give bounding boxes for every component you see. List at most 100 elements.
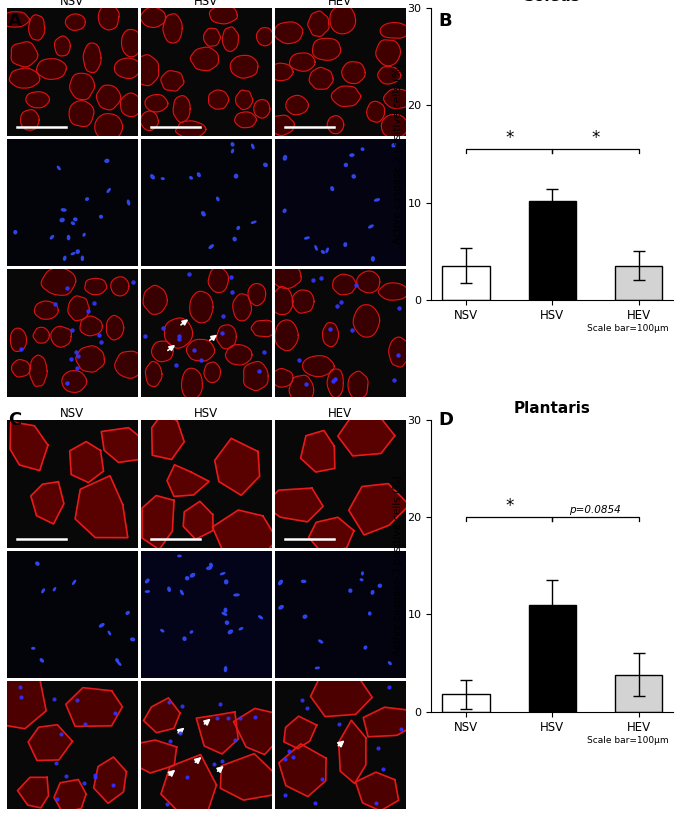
Polygon shape [35,301,58,319]
Polygon shape [327,116,343,134]
Text: C: C [8,411,21,429]
Polygon shape [54,779,86,813]
Polygon shape [75,475,128,538]
Ellipse shape [60,218,64,221]
Polygon shape [11,42,38,67]
Ellipse shape [202,212,205,216]
Title: HSV: HSV [194,407,218,420]
Polygon shape [10,328,27,351]
Polygon shape [183,502,214,539]
Polygon shape [28,725,73,761]
Ellipse shape [32,648,35,650]
Polygon shape [235,90,253,109]
Polygon shape [31,482,64,524]
Ellipse shape [234,594,239,596]
Polygon shape [254,100,270,118]
Ellipse shape [231,143,234,146]
Title: HEV: HEV [328,407,352,420]
Polygon shape [161,755,216,815]
Polygon shape [353,305,379,337]
Ellipse shape [225,621,228,624]
Polygon shape [289,375,313,404]
Ellipse shape [99,623,104,627]
Polygon shape [209,90,228,109]
Polygon shape [41,268,75,295]
Ellipse shape [349,589,352,592]
Ellipse shape [369,225,373,228]
Polygon shape [101,427,145,462]
Polygon shape [65,14,85,30]
Polygon shape [133,55,158,86]
Polygon shape [279,744,326,797]
Polygon shape [342,62,365,83]
Ellipse shape [326,248,328,252]
Polygon shape [161,71,184,92]
Ellipse shape [180,591,183,595]
Polygon shape [331,86,361,106]
Polygon shape [94,757,126,803]
Ellipse shape [352,175,356,178]
Ellipse shape [279,580,282,585]
Text: p=0.0854: p=0.0854 [570,506,622,516]
Polygon shape [209,6,237,24]
Polygon shape [165,318,192,348]
Polygon shape [83,43,101,73]
Polygon shape [190,47,218,70]
Ellipse shape [350,154,354,156]
Ellipse shape [252,145,254,149]
Polygon shape [226,345,252,365]
Polygon shape [272,287,293,315]
Polygon shape [152,412,184,459]
Polygon shape [308,11,329,37]
Ellipse shape [361,148,364,150]
Polygon shape [217,325,236,349]
Polygon shape [167,465,209,497]
Title: Plantaris: Plantaris [514,401,591,416]
Polygon shape [303,355,334,377]
Polygon shape [99,4,119,30]
Ellipse shape [131,638,135,641]
Polygon shape [106,315,124,340]
Text: *: * [505,498,513,516]
Text: *: * [591,129,600,147]
Polygon shape [95,114,122,140]
Text: Scale bar=100μm: Scale bar=100μm [587,736,668,745]
Ellipse shape [53,587,56,591]
Ellipse shape [344,163,347,167]
Ellipse shape [258,616,262,618]
Ellipse shape [36,562,39,565]
Polygon shape [284,717,317,748]
Polygon shape [115,351,143,378]
Ellipse shape [61,209,66,211]
Polygon shape [269,63,293,81]
Title: Soleus: Soleus [524,0,581,4]
Polygon shape [122,29,141,57]
Y-axis label: Active caspase-3 positive cells (%): Active caspase-3 positive cells (%) [394,64,403,244]
Title: NSV: NSV [61,0,84,7]
Ellipse shape [228,630,233,634]
Ellipse shape [303,615,307,618]
Title: NSV: NSV [61,407,84,420]
Ellipse shape [378,584,381,587]
Polygon shape [380,23,410,38]
Ellipse shape [252,221,256,223]
Ellipse shape [127,200,130,205]
Polygon shape [208,267,228,292]
Polygon shape [0,667,46,729]
Polygon shape [54,36,70,56]
Polygon shape [146,361,162,386]
Ellipse shape [301,580,306,583]
Polygon shape [327,369,343,398]
Ellipse shape [233,238,236,241]
Ellipse shape [239,627,243,630]
Ellipse shape [190,176,192,179]
Polygon shape [111,277,129,296]
Ellipse shape [392,144,396,147]
Polygon shape [220,753,275,800]
Polygon shape [10,422,48,471]
Ellipse shape [40,659,44,662]
Ellipse shape [116,659,118,662]
Polygon shape [271,265,301,288]
Polygon shape [66,688,122,726]
Text: D: D [439,411,454,429]
